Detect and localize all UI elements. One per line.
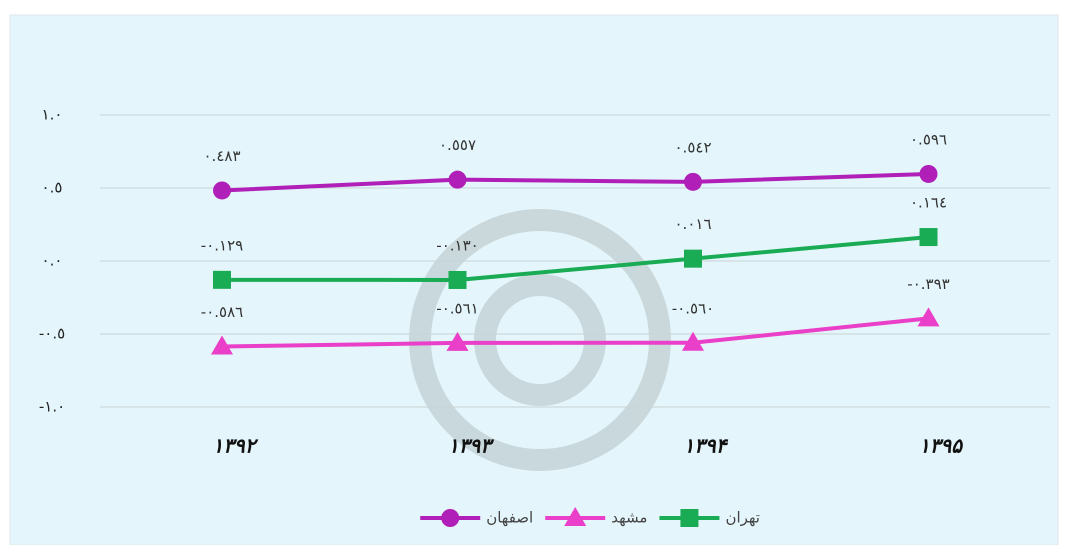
marker — [448, 170, 467, 189]
value-label: -٠.١٢٩ — [201, 236, 243, 254]
y-tick-label: ٠.٠ — [42, 252, 63, 270]
marker — [917, 307, 940, 327]
series-line — [221, 235, 929, 282]
legend-label: تهران — [725, 509, 760, 527]
legend-label: مشهد — [611, 509, 647, 527]
marker — [919, 164, 938, 183]
series-line — [221, 316, 929, 349]
y-tick-label: -١.٠ — [39, 398, 65, 416]
x-tick-label: ۱۳۹۳ — [448, 434, 494, 458]
marker — [682, 331, 704, 351]
value-label: -٠.٥٦١ — [436, 299, 478, 317]
value-label: ٠.٤٨٣ — [204, 147, 241, 165]
x-tick-label: ۱۳۹۵ — [919, 434, 963, 458]
marker — [441, 509, 460, 527]
y-tick-label: ١.٠ — [42, 106, 63, 124]
marker — [680, 509, 699, 527]
value-label: ٠.٥٩٦ — [910, 130, 947, 148]
watermark — [409, 209, 671, 471]
marker — [684, 249, 702, 268]
marker — [446, 331, 469, 351]
value-label: ٠.٥٥٧ — [439, 136, 476, 154]
y-tick-label: -٠.٥ — [39, 325, 65, 343]
marker — [213, 270, 231, 289]
marker — [564, 507, 587, 526]
value-label: -٠.١٣٠ — [436, 236, 478, 254]
marker — [211, 335, 233, 355]
value-label: -٠.٥٦٠ — [672, 299, 714, 317]
value-label: -٠.٣٩٣ — [907, 275, 949, 293]
value-label: -٠.٥٨٦ — [201, 303, 243, 321]
value-label: ٠.٥٤٢ — [675, 138, 712, 156]
marker — [213, 181, 231, 200]
marker — [684, 172, 702, 191]
chart-area — [9, 14, 1059, 545]
value-label: ٠.٠١٦ — [675, 215, 712, 233]
y-tick-label: ٠.٥ — [42, 179, 63, 197]
marker — [448, 270, 467, 289]
marker — [919, 228, 938, 247]
x-tick-label: ۱۳۹۲ — [213, 434, 259, 458]
legend-label: اصفهان — [486, 509, 533, 527]
series-line — [221, 171, 929, 193]
value-label: ٠.١٦٤ — [910, 194, 947, 212]
x-tick-label: ۱۳۹۴ — [684, 434, 729, 458]
